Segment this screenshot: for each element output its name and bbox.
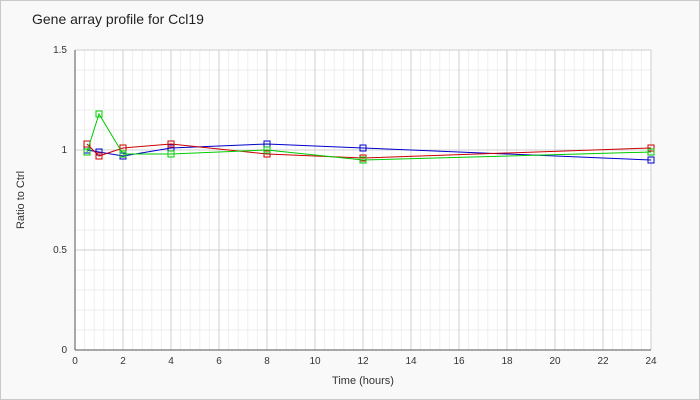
series-line: [86, 112, 652, 161]
data-point-marker: [167, 150, 175, 158]
y-tick-label: 0.5: [53, 245, 67, 256]
x-tick-label: 0: [72, 356, 78, 367]
y-tick-label: 1: [61, 145, 67, 156]
data-point-marker: [647, 156, 655, 164]
y-tick-label: 0: [61, 345, 67, 356]
data-point-marker: [263, 146, 271, 154]
data-point-marker: [95, 148, 103, 156]
data-point-marker: [647, 144, 655, 152]
series-line: [86, 143, 652, 159]
series-line: [86, 143, 652, 161]
data-point-marker: [83, 148, 91, 156]
x-tick-label: 2: [120, 356, 126, 367]
x-tick-label: 22: [597, 356, 609, 367]
x-tick-label: 18: [501, 356, 513, 367]
x-tick-label: 24: [645, 356, 657, 367]
data-point-marker: [359, 144, 367, 152]
axes: [74, 50, 651, 351]
y-tick-label: 1.5: [53, 45, 67, 56]
x-tick-label: 10: [309, 356, 321, 367]
x-tick-label: 8: [264, 356, 270, 367]
chart-title: Gene array profile for Ccl19: [32, 11, 204, 27]
series-3: [83, 110, 655, 164]
x-axis-label: Time (hours): [332, 375, 394, 387]
x-tick-label: 20: [549, 356, 561, 367]
x-tick-label: 4: [168, 356, 174, 367]
x-tick-label: 16: [453, 356, 465, 367]
y-axis-label: Ratio to Ctrl: [15, 171, 27, 229]
x-tick-label: 14: [405, 356, 417, 367]
data-point-marker: [119, 150, 127, 158]
data-point-marker: [167, 140, 175, 148]
data-point-marker: [359, 156, 367, 164]
data-point-marker: [647, 148, 655, 156]
data-point-marker: [263, 150, 271, 158]
data-point-marker: [95, 110, 103, 118]
x-tick-label: 12: [357, 356, 369, 367]
series-layer: [83, 110, 655, 164]
x-tick-label: 6: [216, 356, 222, 367]
data-point-marker: [95, 152, 103, 160]
